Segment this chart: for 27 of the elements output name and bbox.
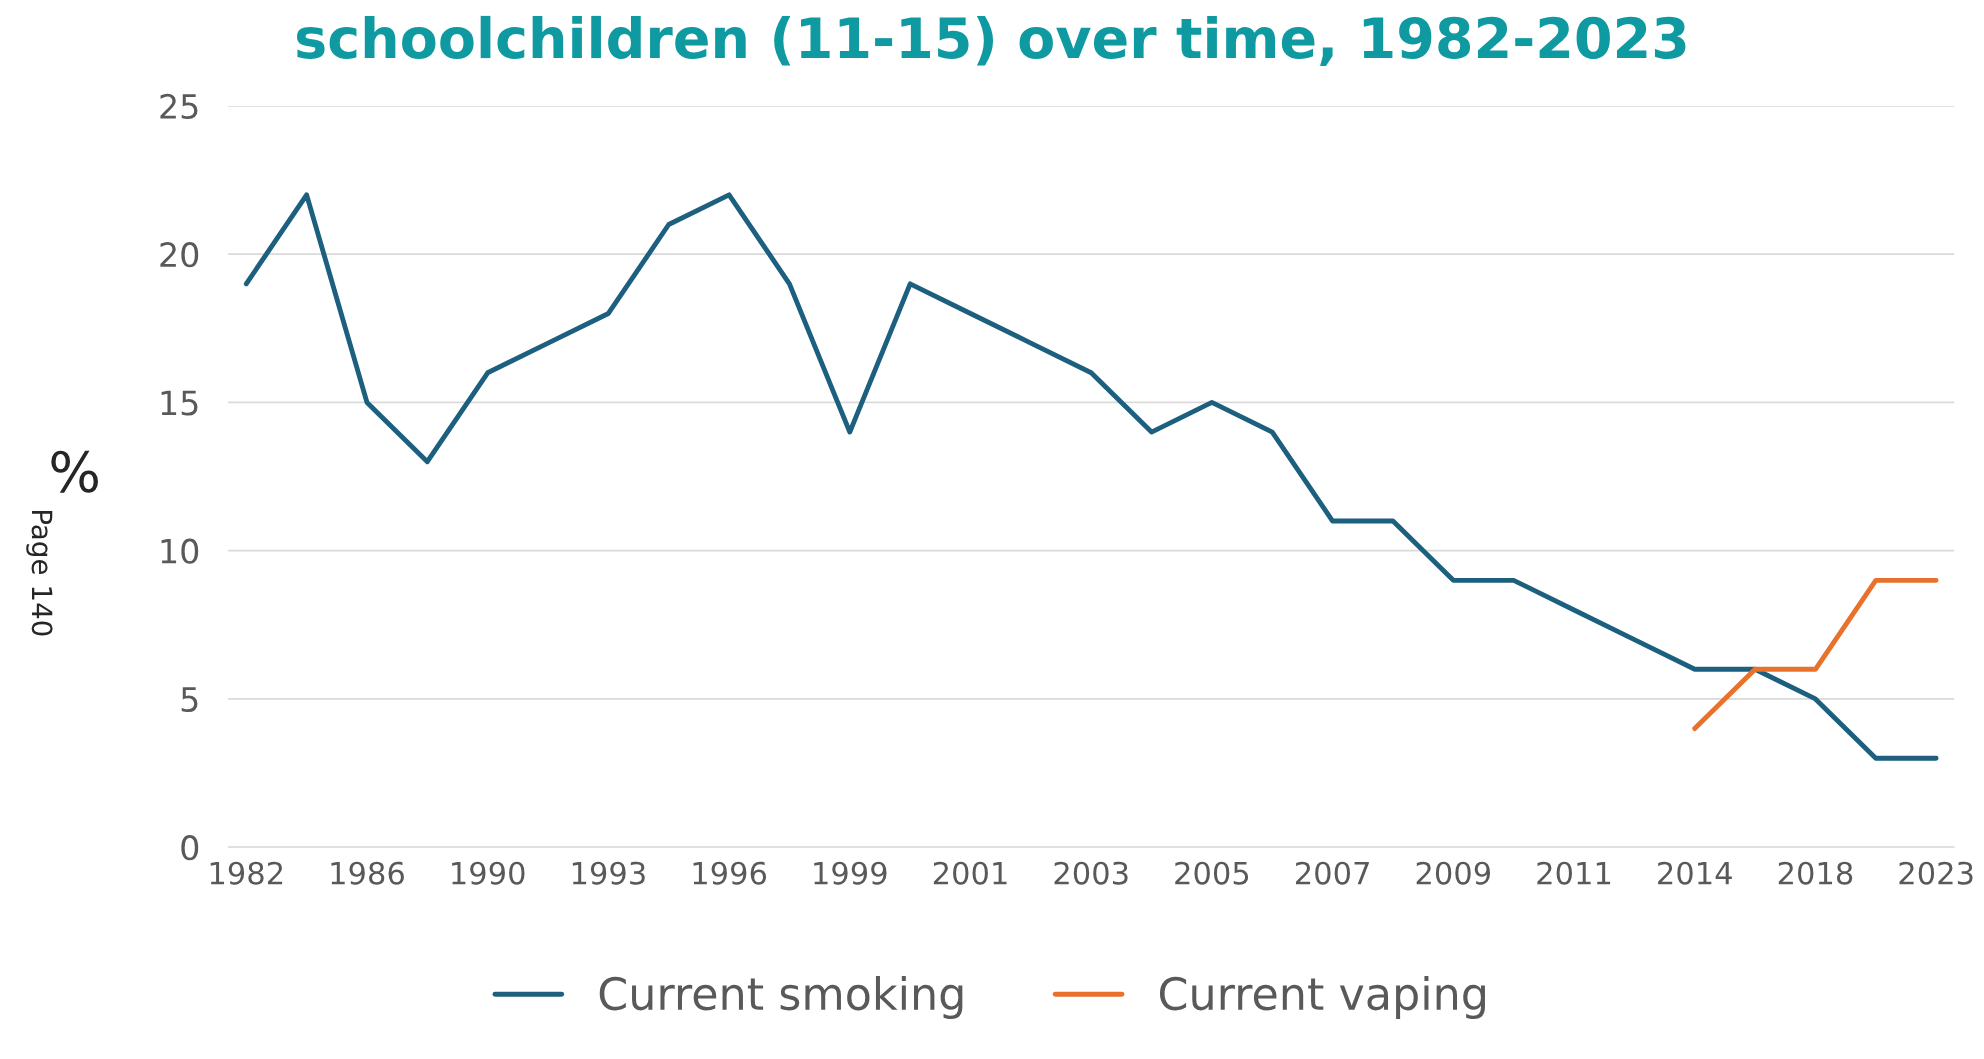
y-axis-title: %	[51, 450, 98, 493]
x-tick-label: 1996	[693, 861, 767, 885]
x-tick-label: 2009	[1416, 861, 1491, 885]
x-tick-label: 1999	[814, 861, 887, 885]
x-tick-label: 1990	[452, 861, 525, 885]
x-tick-label: 2018	[1778, 861, 1853, 885]
y-tick-label: 5	[181, 687, 198, 713]
y-tick-label: 0	[181, 835, 199, 861]
x-tick-label: 2023	[1899, 861, 1973, 885]
chart-title: schoolchildren (11-15) over time, 1982-2023	[297, 15, 1686, 66]
y-tick-label: 20	[160, 242, 199, 268]
legend-label: Current vaping	[1159, 975, 1485, 1019]
x-tick-label: 1993	[572, 861, 645, 885]
text: Page 140	[26, 511, 53, 636]
y-tick-label: 10	[161, 538, 199, 564]
x-tick-label: 2014	[1658, 861, 1732, 885]
legend-label: Current smoking	[599, 975, 963, 1019]
y-tick-label: 15	[161, 390, 198, 416]
x-tick-label: 2003	[1054, 861, 1128, 885]
x-tick-label: 2005	[1175, 861, 1249, 885]
x-tick-label: 2001	[933, 861, 1007, 885]
y-tick-label: 25	[160, 93, 198, 120]
x-tick-label: 2007	[1295, 861, 1369, 885]
line-series	[243, 192, 1939, 761]
x-tick-label: 2011	[1537, 861, 1611, 885]
x-tick-label: 1982	[210, 861, 283, 885]
x-tick-label: 1986	[331, 861, 404, 885]
